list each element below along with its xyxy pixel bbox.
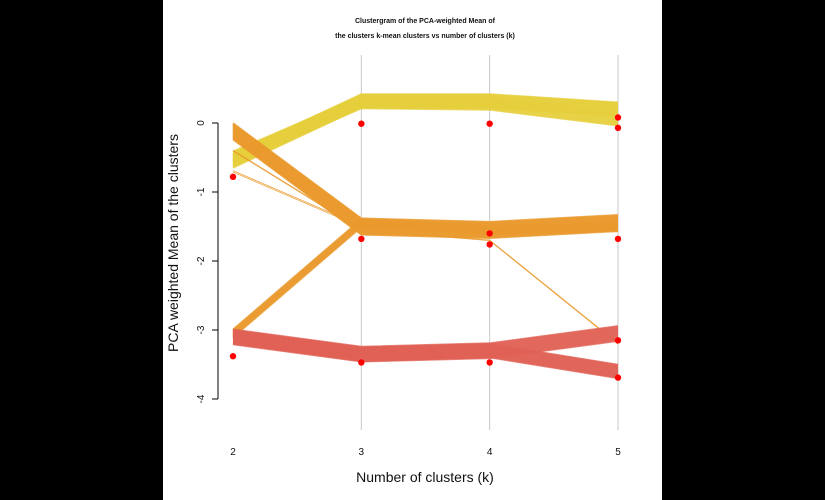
axes: 0 -1 -2 -3 -4 2 3 4 5 — [196, 120, 621, 458]
cluster-line-1-1-6 — [232, 221, 619, 334]
cluster-mean-point-11 — [614, 235, 622, 243]
cluster-line-0-1-17 — [232, 95, 619, 153]
cluster-mean-point-2 — [358, 120, 365, 127]
cluster-mean-points — [229, 114, 622, 381]
cluster-line-1-1-7 — [232, 221, 619, 333]
x-tick-label-1: 3 — [359, 447, 365, 458]
cluster-mean-point-0 — [229, 173, 237, 181]
cluster-line-1-3-1 — [232, 170, 619, 234]
chart-subtitle: the clusters k-mean clusters vs number o… — [335, 33, 515, 40]
cluster-mean-point-13 — [614, 374, 622, 381]
cluster-line-1-2-1 — [232, 149, 619, 344]
cluster-line-1-2-0 — [232, 150, 619, 345]
cluster-line-1-3-0 — [232, 171, 619, 235]
cluster-bands — [232, 93, 619, 380]
cluster-mean-point-12 — [614, 337, 622, 344]
cluster-line-1-1-8 — [232, 220, 619, 333]
clustergram-chart: 0 -1 -2 -3 -4 2 3 4 5 Clustergram of the PCA-wei… — [165, 18, 622, 485]
x-tick-label-2: 4 — [487, 447, 493, 458]
x-axis-label: Number of clusters (k) — [356, 469, 494, 485]
cluster-mean-point-10 — [614, 124, 622, 132]
x-tick-label-3: 5 — [615, 447, 621, 458]
chart-title: Clustergram of the PCA-weighted Mean of — [355, 18, 496, 25]
cluster-mean-point-3 — [358, 235, 365, 243]
cluster-mean-point-1 — [229, 353, 237, 360]
y-tick-label-2: -2 — [196, 256, 207, 265]
cluster-line-1-0-29 — [232, 122, 619, 223]
y-tick-label-4: -4 — [196, 394, 207, 403]
chart-canvas: 0 -1 -2 -3 -4 2 3 4 5 Clustergram of the PCA-wei… — [163, 0, 662, 500]
y-tick-label-3: -3 — [196, 325, 207, 334]
cluster-mean-point-4 — [358, 359, 365, 366]
cluster-mean-point-7 — [486, 241, 493, 248]
cluster-mean-point-5 — [486, 120, 493, 127]
cluster-line-1-1-11 — [232, 218, 619, 330]
y-axis-label: PCA weighted Mean of the clusters — [165, 134, 181, 352]
cluster-mean-point-9 — [614, 114, 622, 121]
y-tick-label-1: -1 — [196, 187, 207, 196]
cluster-mean-point-6 — [486, 230, 493, 237]
y-tick-label-0: 0 — [196, 120, 207, 126]
cluster-line-2-1-23 — [232, 329, 619, 366]
cluster-mean-point-8 — [486, 359, 493, 366]
x-tick-label-0: 2 — [230, 447, 236, 458]
